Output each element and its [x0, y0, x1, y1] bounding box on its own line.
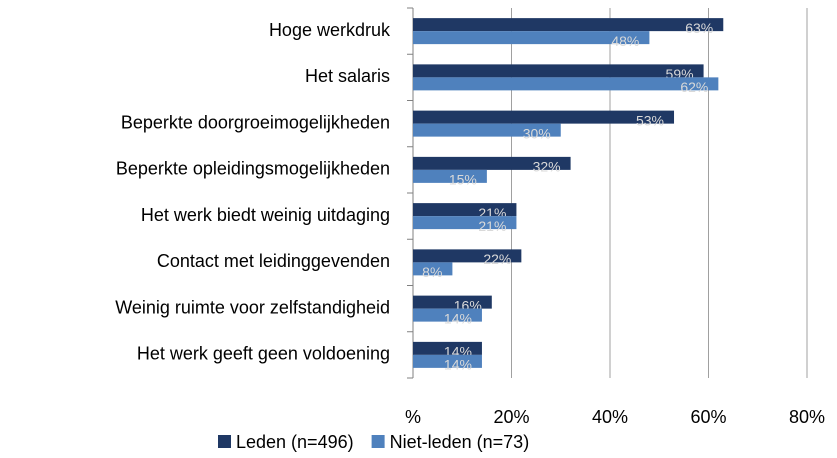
x-tick-label: 20%	[493, 407, 529, 427]
bar	[413, 169, 487, 183]
x-tick-label: 60%	[690, 407, 726, 427]
y-tick-label: Weinig ruimte voor zelfstandigheid	[115, 297, 390, 317]
x-tick-label: 80%	[789, 407, 825, 427]
y-tick-label: Het werk geeft geen voldoening	[137, 344, 390, 364]
bar	[413, 77, 719, 91]
x-tick-label: %	[405, 407, 421, 427]
data-label: 21%	[478, 218, 506, 234]
bar	[413, 216, 517, 230]
data-label: 14%	[444, 310, 472, 326]
data-label: 53%	[636, 112, 664, 128]
data-label: 63%	[685, 20, 713, 36]
data-label: 14%	[444, 357, 472, 373]
data-label: 62%	[680, 79, 708, 95]
bar	[413, 203, 517, 217]
bar	[413, 31, 650, 45]
legend-label: Leden (n=496)	[236, 432, 354, 452]
data-label: 8%	[422, 264, 442, 280]
data-label: 30%	[523, 125, 551, 141]
data-label: 32%	[533, 159, 561, 175]
bar	[413, 308, 482, 322]
y-tick-label: Contact met leidinggevenden	[157, 251, 390, 271]
y-tick-label: Hoge werkdruk	[269, 20, 391, 40]
x-tick-label: 40%	[592, 407, 628, 427]
legend-swatch	[371, 435, 385, 448]
bar	[413, 110, 675, 124]
data-label: 48%	[611, 33, 639, 49]
bar	[413, 341, 482, 355]
legend-swatch	[218, 435, 231, 448]
bar	[413, 18, 724, 32]
bar	[413, 123, 561, 137]
bar	[413, 295, 492, 309]
data-label: 15%	[449, 172, 477, 188]
y-tick-label: Beperkte opleidingsmogelijkheden	[116, 159, 390, 179]
legend-label: Niet-leden (n=73)	[390, 432, 530, 452]
data-label: 22%	[483, 251, 511, 267]
bar	[413, 249, 522, 263]
bar	[413, 354, 482, 368]
y-tick-label: Beperkte doorgroeimogelijkheden	[121, 112, 390, 132]
y-tick-label: Het werk biedt weinig uitdaging	[141, 205, 390, 225]
bar	[413, 156, 571, 170]
y-tick-label: Het salaris	[305, 66, 390, 86]
bar	[413, 64, 704, 78]
bar	[413, 262, 453, 276]
